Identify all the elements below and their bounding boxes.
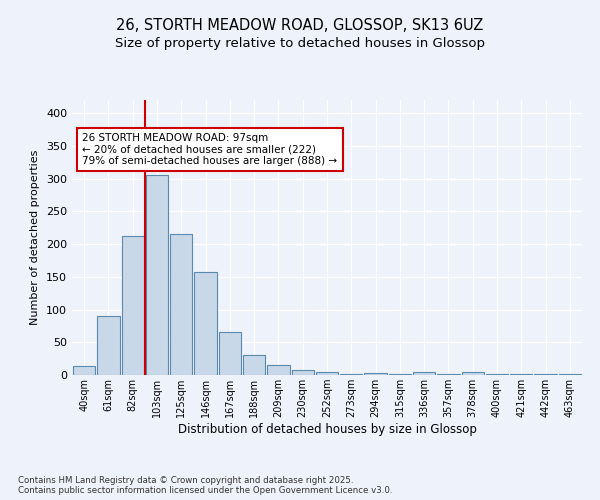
Bar (97, 316, 119, 375)
Bar (510, 374, 532, 375)
Bar (218, 332, 241, 375)
Bar (486, 374, 508, 375)
Text: 26 STORTH MEADOW ROAD: 97sqm
← 20% of detached houses are smaller (222)
79% of s: 26 STORTH MEADOW ROAD: 97sqm ← 20% of de… (82, 133, 337, 166)
Bar (316, 372, 338, 375)
Bar (292, 370, 314, 375)
Y-axis label: Number of detached properties: Number of detached properties (31, 150, 40, 325)
Bar (461, 372, 484, 375)
Bar (243, 356, 265, 375)
Bar (559, 374, 581, 375)
X-axis label: Distribution of detached houses by size in Glossop: Distribution of detached houses by size … (178, 423, 476, 436)
Bar (364, 373, 387, 375)
Bar (146, 176, 168, 375)
Bar (194, 272, 217, 375)
Text: 26, STORTH MEADOW ROAD, GLOSSOP, SK13 6UZ: 26, STORTH MEADOW ROAD, GLOSSOP, SK13 6U… (116, 18, 484, 32)
Text: Size of property relative to detached houses in Glossop: Size of property relative to detached ho… (115, 38, 485, 51)
Bar (340, 374, 362, 375)
Bar (267, 365, 290, 375)
Bar (122, 236, 144, 375)
Bar (73, 366, 95, 375)
Bar (437, 374, 460, 375)
Bar (535, 374, 557, 375)
Bar (413, 372, 436, 375)
Bar (170, 234, 193, 375)
Bar (389, 374, 411, 375)
Text: Contains HM Land Registry data © Crown copyright and database right 2025.
Contai: Contains HM Land Registry data © Crown c… (18, 476, 392, 495)
